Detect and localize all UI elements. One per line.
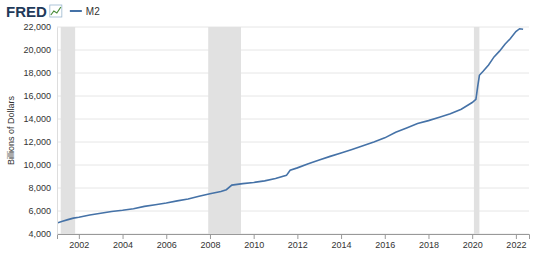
grid-line — [57, 27, 529, 28]
y-tick-label: 4,000 — [28, 229, 51, 239]
x-tick: 2008 — [200, 234, 220, 250]
y-tick-label: 6,000 — [28, 206, 51, 216]
x-tick: 2014 — [332, 234, 352, 250]
x-tick: 2002 — [69, 234, 89, 250]
legend: M2 — [70, 6, 100, 17]
y-tick: 20,000 — [23, 45, 57, 55]
y-tick: 10,000 — [23, 160, 57, 170]
x-tick-label: 2006 — [157, 240, 177, 250]
x-tick: 2006 — [157, 234, 177, 250]
x-tick-mark — [123, 234, 124, 239]
recession-band — [208, 27, 241, 234]
x-tick-label: 2012 — [288, 240, 308, 250]
y-tick: 14,000 — [23, 114, 57, 124]
plot-area — [57, 27, 523, 234]
x-tick: 2020 — [463, 234, 483, 250]
logo: FRED — [6, 3, 62, 20]
x-tick-label: 2022 — [506, 240, 526, 250]
y-tick: 4,000 — [28, 229, 57, 239]
y-tick-label: 22,000 — [23, 22, 51, 32]
x-tick-label: 2008 — [200, 240, 220, 250]
x-tick-mark — [79, 234, 80, 239]
x-tick-mark — [516, 234, 517, 239]
y-axis-line — [57, 28, 58, 235]
x-tick: 2012 — [288, 234, 308, 250]
legend-label: M2 — [86, 6, 100, 17]
x-tick-mark — [210, 234, 211, 239]
x-axis: 2002 2004 2006 2008 2010 2012 2014 2016 2018 2020… — [58, 234, 530, 250]
y-tick: 6,000 — [28, 206, 57, 216]
x-tick-mark — [341, 234, 342, 239]
recession-band — [474, 27, 479, 234]
y-tick-label: 10,000 — [23, 160, 51, 170]
y-tick-label: 16,000 — [23, 91, 51, 101]
x-tick-mark — [385, 234, 386, 239]
x-tick: 2004 — [113, 234, 133, 250]
chart: 2002 2004 2006 2008 2010 2012 2014 2016 2018 2020… — [0, 0, 534, 264]
x-tick-mark — [166, 234, 167, 239]
y-tick: 8,000 — [28, 183, 57, 193]
grid-line — [57, 165, 529, 166]
x-tick: 2016 — [375, 234, 395, 250]
x-tick-mark — [297, 234, 298, 239]
recession-band — [61, 27, 75, 234]
x-tick-label: 2014 — [332, 240, 352, 250]
grid-line — [57, 119, 529, 120]
y-tick: 16,000 — [23, 91, 57, 101]
x-tick: 2022 — [506, 234, 526, 250]
y-tick: 12,000 — [23, 137, 57, 147]
y-axis: 4,000 6,000 8,000 10,000 12,000 14,000 16,000 1… — [23, 22, 57, 239]
logo-icon-line — [51, 7, 61, 15]
logo-icon — [50, 5, 62, 17]
logo-text: FRED — [6, 3, 47, 20]
grid-line — [57, 50, 529, 51]
x-tick-mark — [428, 234, 429, 239]
grid-line — [57, 142, 529, 143]
y-tick-label: 18,000 — [23, 68, 51, 78]
legend-swatch — [70, 10, 82, 12]
x-tick-label: 2020 — [463, 240, 483, 250]
grid — [57, 27, 529, 234]
series-line — [57, 29, 523, 223]
x-tick-label: 2018 — [419, 240, 439, 250]
x-tick-label: 2016 — [375, 240, 395, 250]
x-tick-label: 2002 — [69, 240, 89, 250]
y-tick-label: 8,000 — [28, 183, 51, 193]
y-tick: 22,000 — [23, 22, 57, 32]
y-tick-label: 20,000 — [23, 45, 51, 55]
x-tick: 2010 — [244, 234, 264, 250]
grid-line — [57, 73, 529, 74]
grid-line — [57, 188, 529, 189]
x-tick-mark — [254, 234, 255, 239]
y-tick: 18,000 — [23, 68, 57, 78]
grid-line — [57, 96, 529, 97]
y-axis-title: Billions of Dollars — [6, 95, 16, 165]
grid-line — [57, 211, 529, 212]
x-tick: 2018 — [419, 234, 439, 250]
y-tick-label: 12,000 — [23, 137, 51, 147]
y-tick-label: 14,000 — [23, 114, 51, 124]
x-tick-mark — [472, 234, 473, 239]
x-tick-label: 2004 — [113, 240, 133, 250]
x-tick-label: 2010 — [244, 240, 264, 250]
x-axis-line — [58, 235, 530, 240]
